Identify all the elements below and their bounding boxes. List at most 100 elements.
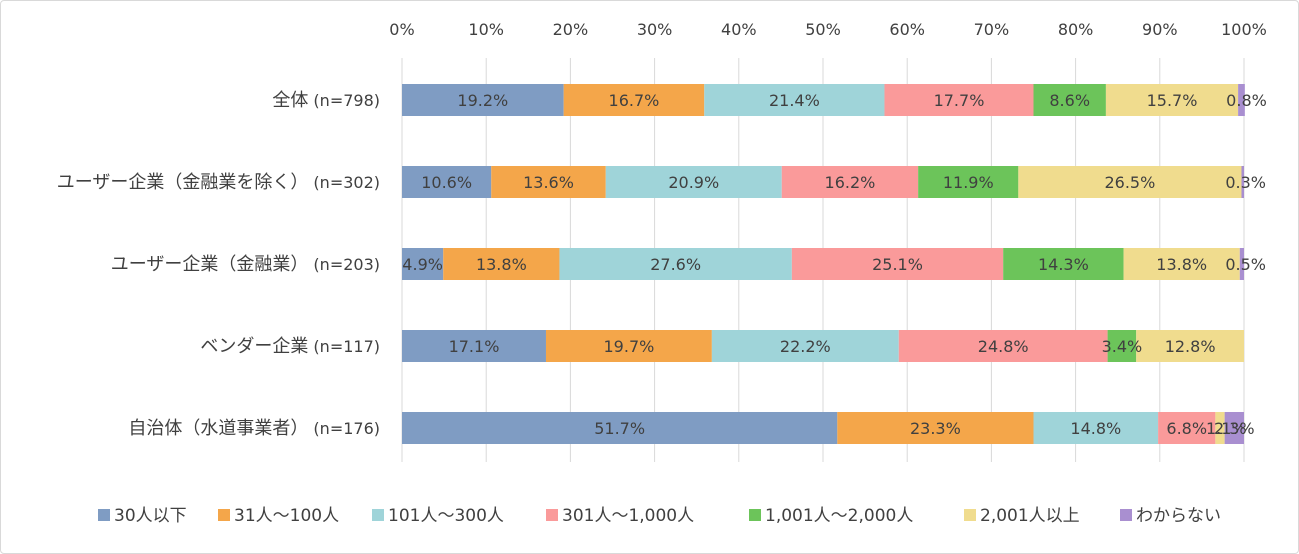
bar-segment bbox=[781, 166, 919, 198]
bar-segment bbox=[563, 84, 705, 116]
x-tick-label: 60% bbox=[889, 20, 925, 39]
bar-segment bbox=[1224, 412, 1244, 444]
data-label: 16.2% bbox=[825, 173, 876, 192]
bar-segment bbox=[545, 330, 712, 362]
data-label: 11.9% bbox=[943, 173, 994, 192]
data-label: 16.7% bbox=[609, 91, 660, 110]
bar-segment bbox=[918, 166, 1019, 198]
bar-segment bbox=[443, 248, 560, 280]
bar-segment bbox=[1018, 166, 1242, 198]
data-label: 0.3% bbox=[1225, 173, 1266, 192]
data-label: 13.8% bbox=[476, 255, 527, 274]
data-label: 26.5% bbox=[1104, 173, 1155, 192]
data-label: 14.8% bbox=[1070, 419, 1121, 438]
legend-swatch bbox=[964, 509, 976, 521]
bar-segment bbox=[605, 166, 782, 198]
legend-label: 101人～300人 bbox=[388, 506, 504, 526]
x-tick-label: 50% bbox=[805, 20, 841, 39]
data-label: 24.8% bbox=[978, 337, 1029, 356]
x-tick-label: 70% bbox=[974, 20, 1010, 39]
data-label: 15.7% bbox=[1147, 91, 1198, 110]
bar-segment bbox=[402, 330, 546, 362]
data-label: 25.1% bbox=[872, 255, 923, 274]
bar-segment bbox=[402, 84, 564, 116]
data-label: 13.8% bbox=[1156, 255, 1207, 274]
legend-swatch bbox=[98, 509, 110, 521]
bar-segment bbox=[559, 248, 792, 280]
data-label: 27.6% bbox=[650, 255, 701, 274]
x-tick-label: 40% bbox=[721, 20, 757, 39]
bar-segment bbox=[1241, 166, 1244, 198]
data-label: 8.6% bbox=[1049, 91, 1090, 110]
bar-segment bbox=[1238, 84, 1245, 116]
bar-segment bbox=[402, 412, 838, 444]
x-tick-label: 30% bbox=[637, 20, 673, 39]
data-label: 1.1% bbox=[1206, 419, 1247, 438]
bar-segment bbox=[711, 330, 899, 362]
bar-segment bbox=[704, 84, 885, 116]
data-label: 19.2% bbox=[457, 91, 508, 110]
bar-segment bbox=[1033, 84, 1106, 116]
data-label: 0.8% bbox=[1226, 91, 1267, 110]
bar-segment bbox=[491, 166, 606, 198]
legend-label: 1,001人～2,000人 bbox=[765, 506, 913, 526]
legend-swatch bbox=[749, 509, 761, 521]
x-tick-label: 20% bbox=[553, 20, 589, 39]
bar-segment bbox=[1105, 84, 1239, 116]
data-label: 21.4% bbox=[769, 91, 820, 110]
data-label: 51.7% bbox=[594, 419, 645, 438]
data-label: 20.9% bbox=[668, 173, 719, 192]
x-tick-label: 80% bbox=[1058, 20, 1094, 39]
legend-label: 301人～1,000人 bbox=[562, 506, 694, 526]
category-labels: 全体 (n=798) ユーザー企業（金融業を除く） (n=302) ユーザー企業（金… bbox=[57, 90, 380, 439]
category-label: 自治体（水道事業者） (n=176) bbox=[128, 418, 380, 439]
legend-swatch bbox=[372, 509, 384, 521]
data-label: 17.7% bbox=[934, 91, 985, 110]
x-tick-label: 0% bbox=[389, 20, 414, 39]
bar-segment bbox=[1003, 248, 1124, 280]
legend-swatch bbox=[546, 509, 558, 521]
legend-label: 31人～100人 bbox=[234, 506, 339, 526]
bar-segment bbox=[1215, 412, 1225, 444]
data-label: 10.6% bbox=[421, 173, 472, 192]
bar-segment bbox=[884, 84, 1034, 116]
legend-swatch bbox=[1120, 509, 1132, 521]
data-label: 4.9% bbox=[402, 255, 443, 274]
data-label: 6.8% bbox=[1166, 419, 1207, 438]
category-label: ユーザー企業（金融業） (n=203) bbox=[111, 254, 380, 275]
data-label: 12.8% bbox=[1165, 337, 1216, 356]
data-label: 22.2% bbox=[780, 337, 831, 356]
data-label: 2.3% bbox=[1214, 419, 1255, 438]
legend: 30人以下 31人～100人 101人～300人 301人～1,000人 1,001人～… bbox=[98, 506, 1221, 526]
bar-segment bbox=[898, 330, 1108, 362]
data-label: 17.1% bbox=[449, 337, 500, 356]
x-tick-label: 90% bbox=[1142, 20, 1178, 39]
bar-segment bbox=[1239, 248, 1244, 280]
data-labels: 19.2% 16.7% 21.4% 17.7% 8.6% 15.7% 0.8% 10.6% 13… bbox=[402, 91, 1267, 438]
x-tick-label: 100% bbox=[1221, 20, 1267, 39]
bar-segment bbox=[402, 166, 492, 198]
bar-segment bbox=[1136, 330, 1244, 362]
bar-segment bbox=[1123, 248, 1240, 280]
legend-label: わからない bbox=[1136, 506, 1221, 526]
bar-segment bbox=[791, 248, 1004, 280]
data-label: 13.6% bbox=[523, 173, 574, 192]
bar-segment bbox=[1158, 412, 1216, 444]
data-label: 23.3% bbox=[910, 419, 961, 438]
legend-label: 30人以下 bbox=[114, 506, 187, 526]
bars bbox=[402, 84, 1245, 444]
data-label: 3.4% bbox=[1102, 337, 1143, 356]
category-label: 全体 (n=798) bbox=[272, 90, 380, 111]
category-label: ベンダー企業 (n=117) bbox=[200, 336, 380, 357]
x-axis-ticks: 0% 10% 20% 30% 40% 50% 60% 70% 80% 90% 100% bbox=[389, 20, 1267, 39]
bar-segment bbox=[1107, 330, 1137, 362]
bar-segment bbox=[837, 412, 1034, 444]
data-label: 14.3% bbox=[1038, 255, 1089, 274]
legend-label: 2,001人以上 bbox=[980, 506, 1080, 526]
data-label: 19.7% bbox=[604, 337, 655, 356]
legend-swatch bbox=[218, 509, 230, 521]
category-label: ユーザー企業（金融業を除く） (n=302) bbox=[57, 172, 380, 193]
data-label: 0.5% bbox=[1225, 255, 1266, 274]
bar-segment bbox=[402, 248, 444, 280]
